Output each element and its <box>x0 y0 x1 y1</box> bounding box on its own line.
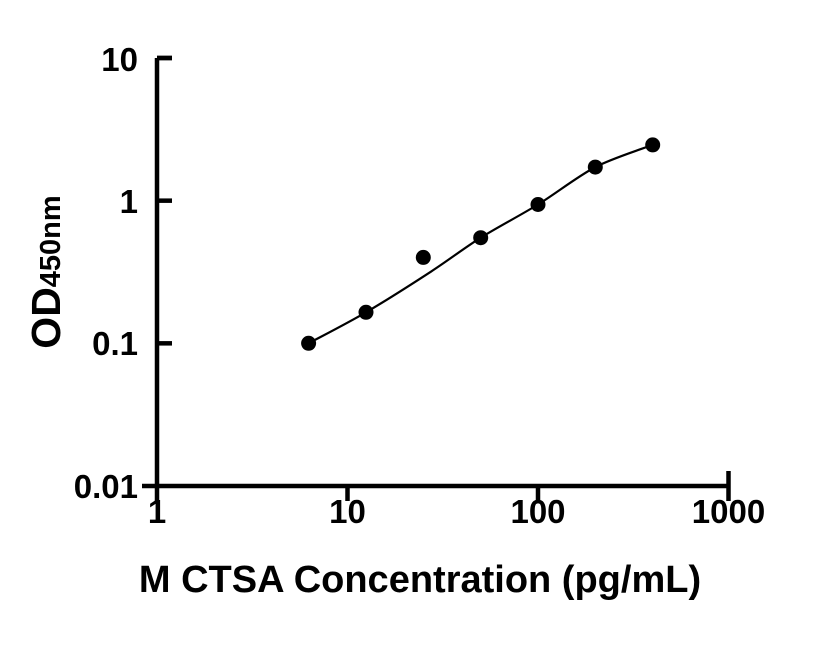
svg-text:M CTSA Concentration (pg/mL): M CTSA Concentration (pg/mL) <box>139 559 701 601</box>
svg-text:1: 1 <box>120 183 138 220</box>
svg-text:0.01: 0.01 <box>74 468 138 505</box>
svg-text:0.1: 0.1 <box>92 325 138 362</box>
svg-text:1000: 1000 <box>692 493 765 530</box>
svg-text:10: 10 <box>329 493 366 530</box>
svg-text:100: 100 <box>510 493 565 530</box>
svg-text:1: 1 <box>148 493 166 530</box>
svg-text:10: 10 <box>101 41 138 78</box>
svg-text:OD450nm: OD450nm <box>23 195 69 348</box>
